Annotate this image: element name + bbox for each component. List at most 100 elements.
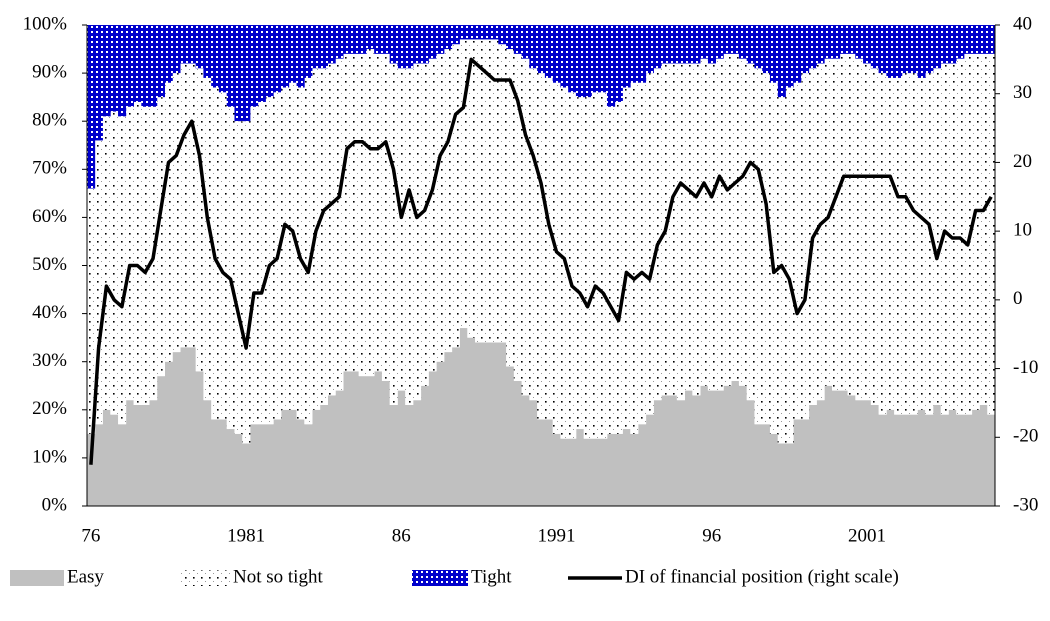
area-segment: [187, 63, 197, 348]
area-segment: [932, 25, 942, 69]
area-segment: [855, 58, 864, 401]
area-segment: [87, 433, 96, 506]
area-segment: [878, 414, 887, 506]
area-segment: [467, 25, 476, 40]
area-segment: [195, 25, 204, 69]
area-segment: [428, 25, 437, 59]
area-segment: [94, 424, 103, 506]
y2-tick-label: -10: [1013, 357, 1038, 378]
area-segment: [498, 25, 507, 45]
y2-tick-label: -30: [1013, 494, 1038, 515]
area-segment: [707, 63, 717, 391]
area-segment: [676, 63, 685, 401]
area-segment: [304, 424, 313, 506]
area-segment: [568, 438, 577, 506]
area-segment: [940, 25, 949, 64]
area-segment: [102, 25, 111, 117]
area-segment: [638, 82, 647, 425]
y2-tick-label: 10: [1013, 220, 1032, 241]
area-segment: [343, 25, 352, 54]
area-segment: [599, 92, 608, 439]
area-segment: [638, 424, 647, 506]
area-segment: [249, 25, 259, 107]
area-segment: [855, 25, 864, 59]
area-segment: [296, 25, 305, 88]
area-segment: [133, 404, 142, 506]
area-segment: [816, 63, 825, 401]
y-tick-label: 40%: [32, 302, 67, 323]
area-segment: [218, 419, 228, 506]
area-segment: [932, 404, 942, 506]
area-segment: [319, 404, 328, 506]
y-tick-label: 10%: [32, 446, 67, 467]
legend-label: DI of financial position (right scale): [625, 566, 899, 587]
area-segment: [552, 82, 561, 434]
area-segment: [381, 380, 391, 506]
area-segment: [948, 409, 957, 506]
area-segment: [420, 63, 429, 386]
area-segment: [172, 352, 181, 506]
legend-swatch: [180, 570, 230, 586]
area-segment: [909, 25, 918, 74]
area-segment: [731, 380, 740, 506]
area-segment: [715, 25, 724, 59]
area-segment: [738, 58, 748, 386]
area-segment: [575, 429, 585, 506]
area-segment: [808, 25, 817, 69]
area-segment: [832, 390, 841, 506]
area-segment: [242, 121, 251, 444]
area-segment: [684, 63, 693, 391]
area-segment: [265, 97, 274, 425]
area-segment: [669, 63, 678, 396]
area-segment: [265, 424, 274, 506]
area-segment: [614, 101, 623, 434]
area-segment: [273, 419, 282, 506]
area-segment: [622, 25, 631, 88]
area-segment: [110, 111, 119, 415]
y2-tick-label: -20: [1013, 426, 1038, 447]
area-segment: [203, 400, 212, 506]
area-segment: [676, 25, 685, 64]
area-segment: [288, 82, 297, 410]
area-segment: [894, 25, 903, 78]
area-segment: [940, 63, 949, 415]
area-segment: [498, 342, 507, 506]
area-segment: [405, 68, 414, 405]
area-segment: [909, 73, 918, 415]
area-segment: [785, 443, 794, 506]
area-segment: [731, 53, 740, 381]
legend-label: Not so tight: [233, 566, 323, 587]
area-segment: [552, 25, 561, 83]
area-segment: [249, 106, 259, 425]
area-segment: [195, 68, 204, 372]
area-segment: [482, 342, 491, 506]
area-segment: [971, 53, 980, 410]
area-segment: [335, 58, 344, 391]
area-segment: [925, 414, 934, 506]
area-segment: [746, 400, 755, 506]
area-segment: [777, 443, 786, 506]
area-segment: [374, 25, 383, 54]
area-segment: [676, 400, 685, 506]
area-segment: [575, 25, 585, 98]
area-segment: [901, 25, 911, 74]
area-segment: [971, 25, 980, 54]
area-segment: [164, 361, 173, 506]
area-segment: [987, 25, 996, 54]
area-segment: [645, 25, 654, 74]
area-segment: [412, 25, 422, 64]
area-segment: [824, 25, 833, 59]
area-segment: [793, 82, 802, 420]
area-segment: [412, 63, 422, 401]
area-segment: [327, 25, 336, 64]
area-segment: [987, 53, 996, 415]
area-segment: [498, 44, 507, 343]
area-segment: [249, 424, 259, 506]
area-segment: [506, 366, 515, 506]
area-segment: [312, 409, 321, 506]
area-segment: [482, 39, 491, 343]
area-segment: [738, 25, 748, 59]
area-segment: [606, 433, 616, 506]
area-segment: [226, 106, 235, 430]
area-segment: [956, 25, 965, 59]
